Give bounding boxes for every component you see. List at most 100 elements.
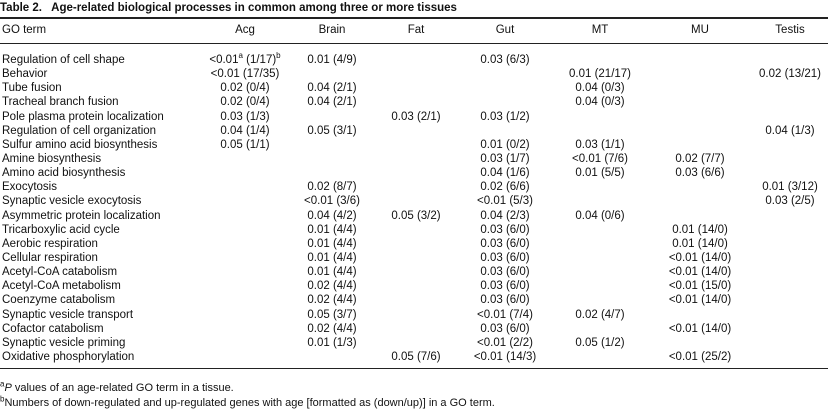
cell: <0.01a (1/17)b: [209, 51, 280, 67]
cell: 0.03 (2/1): [391, 110, 441, 123]
cell: 0.01 (3/12): [762, 181, 818, 194]
cell: 0.03 (1/2): [480, 110, 530, 123]
cell: 0.03 (6/0): [480, 294, 530, 307]
cell: <0.01 (14/0): [668, 294, 732, 307]
footnote: bNumbers of down-regulated and up-regula…: [0, 394, 495, 410]
cell: <0.01 (14/0): [668, 266, 732, 279]
cell: 0.03 (6/3): [480, 54, 530, 66]
cell: 0.03 (6/0): [480, 280, 530, 293]
cell: 0.05 (3/2): [391, 209, 441, 222]
row-label: Cellular respiration: [2, 251, 98, 264]
cell: 0.04 (1/3): [765, 124, 815, 137]
cell: <0.01 (15/0): [668, 280, 732, 293]
row-label: Tube fusion: [2, 82, 62, 95]
column-header: Fat: [407, 24, 425, 36]
cell: 0.03 (2/5): [765, 195, 815, 208]
row-label: Synaptic vesicle priming: [2, 336, 126, 349]
cell: 0.03 (6/0): [480, 223, 530, 236]
cell: 0.04 (2/1): [307, 96, 357, 109]
cell: 0.01 (4/4): [307, 251, 357, 264]
cell: 0.03 (6/0): [480, 322, 530, 335]
cell: 0.04 (0/6): [575, 209, 625, 222]
cell: <0.01 (2/2): [477, 336, 533, 349]
cell: <0.01 (25/2): [668, 350, 732, 363]
cell: 0.01 (4/4): [307, 223, 357, 236]
header-rule: [0, 43, 828, 44]
column-header: Testis: [775, 24, 805, 36]
cell: 0.05 (1/2): [575, 336, 625, 349]
row-label: Coenzyme catabolism: [2, 294, 116, 307]
row-label: Oxidative phosphorylation: [2, 350, 135, 363]
row-label: Aerobic respiration: [2, 237, 98, 250]
column-header: Acg: [235, 24, 255, 36]
footnote-mark: a: [0, 379, 5, 389]
cell: <0.01 (7/4): [477, 308, 533, 321]
cell: 0.02 (7/7): [675, 152, 725, 165]
cell: 0.02 (4/7): [575, 308, 625, 321]
cell: 0.01 (4/4): [307, 266, 357, 279]
cell: 0.01 (14/0): [672, 237, 728, 250]
cell: 0.04 (1/4): [220, 124, 270, 137]
cell: 0.01 (21/17): [568, 68, 632, 81]
cell: 0.03 (6/0): [480, 251, 530, 264]
cell: 0.02 (4/4): [307, 294, 357, 307]
cell-text: <0.01: [209, 54, 239, 66]
cell: 0.01 (5/5): [575, 167, 625, 180]
row-label: Tricarboxylic acid cycle: [2, 223, 120, 236]
cell: 0.01 (14/0): [672, 223, 728, 236]
cell: 0.04 (0/3): [575, 96, 625, 109]
cell: 0.05 (7/6): [391, 350, 441, 363]
bottom-rule: [0, 368, 828, 369]
row-label: Pole plasma protein localization: [2, 110, 164, 123]
row-label: Asymmetric protein localization: [2, 209, 161, 222]
cell: <0.01 (14/3): [473, 350, 537, 363]
cell: <0.01 (7/6): [572, 152, 628, 165]
cell: <0.01 (17/35): [210, 68, 280, 81]
cell: <0.01 (14/0): [668, 251, 732, 264]
cell: 0.05 (3/1): [307, 124, 357, 137]
cell: 0.04 (4/2): [307, 209, 357, 222]
caption-label: Table 2.: [0, 2, 42, 14]
footnote: aP values of an age-related GO term in a…: [0, 379, 234, 395]
cell: 0.02 (6/6): [480, 181, 530, 194]
row-label: Behavior: [2, 68, 48, 81]
cell: 0.02 (4/4): [307, 322, 357, 335]
row-label: Synaptic vesicle exocytosis: [2, 195, 142, 208]
cell: 0.02 (0/4): [220, 96, 270, 109]
cell: 0.04 (2/3): [480, 209, 530, 222]
cell: <0.01 (3/6): [304, 195, 360, 208]
column-header: MT: [591, 24, 609, 36]
cell: 0.01 (0/2): [480, 138, 530, 151]
row-label: Amino acid biosynthesis: [2, 167, 126, 180]
cell: 0.03 (6/6): [675, 167, 725, 180]
row-label: Acetyl-CoA catabolism: [2, 266, 118, 279]
footnote-mark: a: [238, 51, 243, 61]
cell: 0.02 (4/4): [307, 280, 357, 293]
row-label: Tracheal branch fusion: [2, 96, 119, 109]
top-rule: [0, 17, 828, 19]
cell: 0.03 (6/0): [480, 237, 530, 250]
footnote-italic: P: [4, 382, 12, 394]
footnote-text: Numbers of down-regulated and up-regulat…: [4, 397, 495, 409]
cell: 0.03 (1/3): [220, 110, 270, 123]
column-header: Gut: [495, 24, 515, 36]
cell: 0.01 (1/3): [307, 336, 357, 349]
column-header: GO term: [2, 24, 47, 36]
cell: 0.02 (13/21): [758, 68, 822, 81]
row-label: Synaptic vesicle transport: [2, 308, 134, 321]
cell: 0.04 (2/1): [307, 82, 357, 95]
column-header: Brain: [318, 24, 346, 36]
footnote-text: values of an age-related GO term in a ti…: [11, 382, 234, 394]
cell: 0.02 (0/4): [220, 82, 270, 95]
row-label: Acetyl-CoA metabolism: [2, 280, 121, 293]
cell: 0.05 (1/1): [220, 138, 270, 151]
cell: 0.02 (8/7): [307, 181, 357, 194]
row-label: Cofactor catabolism: [2, 322, 104, 335]
row-label: Sulfur amino acid biosynthesis: [2, 138, 158, 151]
cell: 0.01 (4/4): [307, 237, 357, 250]
cell: 0.03 (1/1): [575, 138, 625, 151]
caption-title: Age-related biological processes in comm…: [51, 2, 457, 14]
footnote-mark: b: [0, 394, 5, 404]
cell: <0.01 (14/0): [668, 322, 732, 335]
